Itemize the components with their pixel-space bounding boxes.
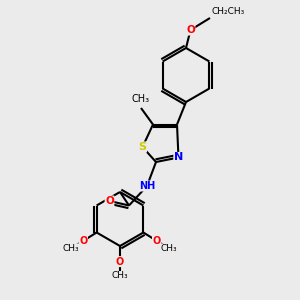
Text: O: O [116,256,124,267]
Text: CH₃: CH₃ [63,244,80,253]
Text: N: N [174,152,183,163]
Text: O: O [152,236,161,246]
Text: CH₃: CH₃ [132,94,150,103]
Text: CH₂CH₃: CH₂CH₃ [212,8,245,16]
Text: O: O [105,196,114,206]
Text: O: O [186,25,195,35]
Text: CH₃: CH₃ [112,272,128,280]
Text: S: S [139,142,146,152]
Text: O: O [79,236,88,246]
Text: NH: NH [139,181,155,191]
Text: CH₃: CH₃ [160,244,177,253]
